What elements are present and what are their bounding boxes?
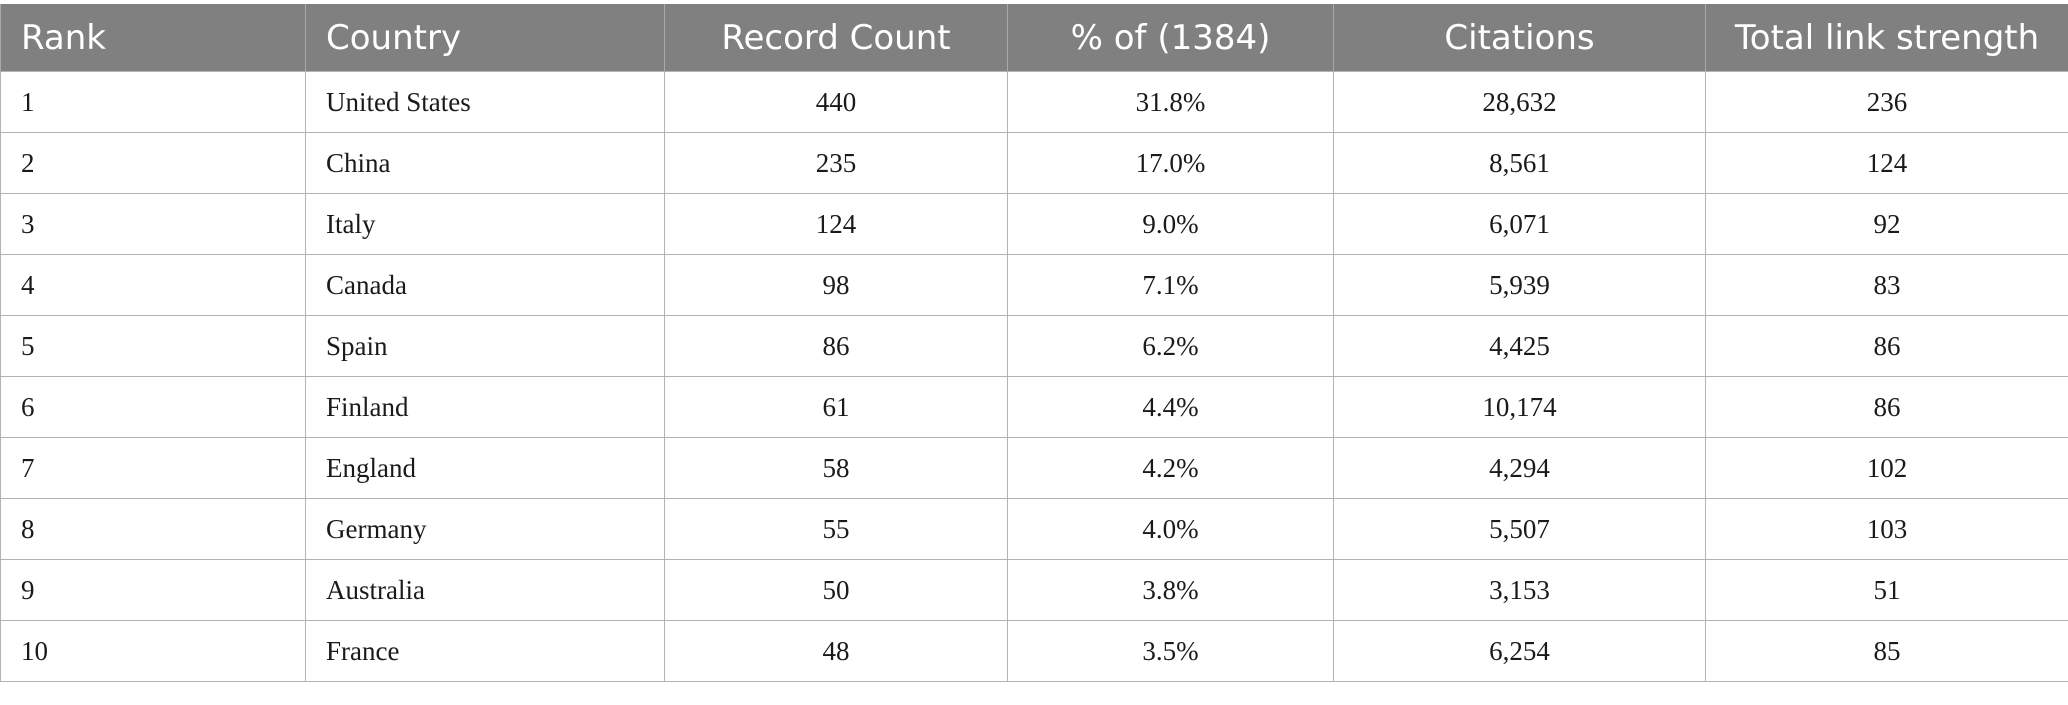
table-body: 1 United States 440 31.8% 28,632 236 2 C… xyxy=(0,71,2068,682)
cell-country: Germany xyxy=(305,498,665,560)
cell-rank: 6 xyxy=(0,376,306,438)
cell-total-link-strength: 92 xyxy=(1705,193,2068,255)
cell-total-link-strength: 83 xyxy=(1705,254,2068,316)
cell-percent: 3.8% xyxy=(1007,559,1334,621)
cell-rank: 4 xyxy=(0,254,306,316)
cell-record-count: 50 xyxy=(664,559,1008,621)
cell-percent: 17.0% xyxy=(1007,132,1334,194)
table-row: 2 China 235 17.0% 8,561 124 xyxy=(0,132,2068,194)
cell-citations: 6,254 xyxy=(1333,620,1706,682)
header-country: Country xyxy=(305,4,665,72)
cell-total-link-strength: 51 xyxy=(1705,559,2068,621)
cell-total-link-strength: 102 xyxy=(1705,437,2068,499)
cell-rank: 9 xyxy=(0,559,306,621)
cell-citations: 5,939 xyxy=(1333,254,1706,316)
cell-record-count: 124 xyxy=(664,193,1008,255)
cell-country: Italy xyxy=(305,193,665,255)
header-record-count: Record Count xyxy=(664,4,1008,72)
cell-country: China xyxy=(305,132,665,194)
cell-country: Canada xyxy=(305,254,665,316)
cell-citations: 10,174 xyxy=(1333,376,1706,438)
cell-country: France xyxy=(305,620,665,682)
cell-citations: 8,561 xyxy=(1333,132,1706,194)
table-row: 6 Finland 61 4.4% 10,174 86 xyxy=(0,376,2068,438)
cell-citations: 4,294 xyxy=(1333,437,1706,499)
cell-percent: 31.8% xyxy=(1007,71,1334,133)
cell-rank: 5 xyxy=(0,315,306,377)
header-percent: % of (1384) xyxy=(1007,4,1334,72)
table-row: 9 Australia 50 3.8% 3,153 51 xyxy=(0,559,2068,621)
cell-rank: 10 xyxy=(0,620,306,682)
table-header: Rank Country Record Count % of (1384) Ci… xyxy=(0,4,2068,72)
cell-total-link-strength: 86 xyxy=(1705,376,2068,438)
cell-record-count: 58 xyxy=(664,437,1008,499)
cell-citations: 4,425 xyxy=(1333,315,1706,377)
cell-percent: 4.4% xyxy=(1007,376,1334,438)
cell-record-count: 61 xyxy=(664,376,1008,438)
cell-percent: 7.1% xyxy=(1007,254,1334,316)
cell-total-link-strength: 86 xyxy=(1705,315,2068,377)
cell-percent: 4.2% xyxy=(1007,437,1334,499)
cell-percent: 4.0% xyxy=(1007,498,1334,560)
cell-record-count: 86 xyxy=(664,315,1008,377)
cell-record-count: 235 xyxy=(664,132,1008,194)
cell-percent: 9.0% xyxy=(1007,193,1334,255)
cell-total-link-strength: 236 xyxy=(1705,71,2068,133)
header-rank: Rank xyxy=(0,4,306,72)
cell-rank: 8 xyxy=(0,498,306,560)
cell-record-count: 48 xyxy=(664,620,1008,682)
cell-country: United States xyxy=(305,71,665,133)
table-row: 7 England 58 4.2% 4,294 102 xyxy=(0,437,2068,499)
cell-citations: 28,632 xyxy=(1333,71,1706,133)
table-row: 8 Germany 55 4.0% 5,507 103 xyxy=(0,498,2068,560)
cell-percent: 3.5% xyxy=(1007,620,1334,682)
cell-rank: 1 xyxy=(0,71,306,133)
cell-citations: 6,071 xyxy=(1333,193,1706,255)
cell-country: Finland xyxy=(305,376,665,438)
cell-rank: 3 xyxy=(0,193,306,255)
table-row: 5 Spain 86 6.2% 4,425 86 xyxy=(0,315,2068,377)
cell-percent: 6.2% xyxy=(1007,315,1334,377)
cell-citations: 3,153 xyxy=(1333,559,1706,621)
table-row: 3 Italy 124 9.0% 6,071 92 xyxy=(0,193,2068,255)
cell-country: England xyxy=(305,437,665,499)
cell-record-count: 440 xyxy=(664,71,1008,133)
cell-rank: 7 xyxy=(0,437,306,499)
country-table-container: Rank Country Record Count % of (1384) Ci… xyxy=(0,4,2068,682)
cell-record-count: 55 xyxy=(664,498,1008,560)
table-row: 10 France 48 3.5% 6,254 85 xyxy=(0,620,2068,682)
cell-country: Spain xyxy=(305,315,665,377)
cell-total-link-strength: 85 xyxy=(1705,620,2068,682)
table-row: 1 United States 440 31.8% 28,632 236 xyxy=(0,71,2068,133)
header-total-link-strength: Total link strength xyxy=(1705,4,2068,72)
cell-record-count: 98 xyxy=(664,254,1008,316)
cell-rank: 2 xyxy=(0,132,306,194)
cell-country: Australia xyxy=(305,559,665,621)
header-row: Rank Country Record Count % of (1384) Ci… xyxy=(0,4,2068,72)
table-row: 4 Canada 98 7.1% 5,939 83 xyxy=(0,254,2068,316)
header-citations: Citations xyxy=(1333,4,1706,72)
cell-total-link-strength: 103 xyxy=(1705,498,2068,560)
cell-total-link-strength: 124 xyxy=(1705,132,2068,194)
cell-citations: 5,507 xyxy=(1333,498,1706,560)
country-ranking-table: Rank Country Record Count % of (1384) Ci… xyxy=(0,4,2068,682)
